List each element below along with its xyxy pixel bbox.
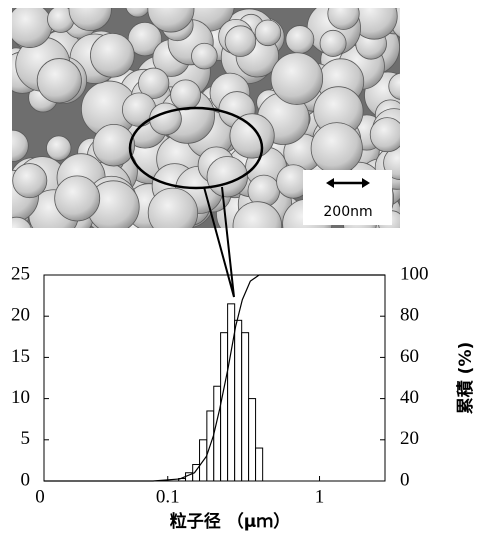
scale-label: 200nm — [323, 204, 372, 220]
y-tick-label: 10 — [11, 387, 30, 408]
particle — [225, 26, 256, 57]
particle — [93, 124, 135, 166]
particle — [370, 118, 404, 152]
particle — [150, 103, 182, 135]
particle — [320, 30, 346, 56]
y2-tick-label: 80 — [400, 305, 419, 326]
particle — [1, 217, 32, 248]
particle — [148, 188, 197, 237]
particle — [328, 0, 359, 29]
particle — [46, 136, 71, 161]
figure: 200nm 粒子径 （μｍ） 累積 (%) 051015202502040608… — [0, 0, 480, 537]
particle — [255, 20, 281, 46]
particle — [311, 123, 362, 174]
y-tick-label: 15 — [11, 346, 30, 367]
particle — [37, 59, 81, 103]
bar — [235, 320, 242, 481]
bar — [242, 333, 249, 481]
y-tick-label: 0 — [21, 469, 31, 490]
y2-tick-label: 0 — [400, 469, 410, 490]
y2-tick-label: 20 — [400, 428, 419, 449]
bar — [214, 386, 221, 481]
x-tick-label: 0.1 — [156, 486, 180, 507]
y2-tick-label: 100 — [400, 263, 429, 284]
particle — [191, 43, 217, 69]
y2-tick-label: 60 — [400, 346, 419, 367]
particle — [230, 114, 274, 158]
particle — [8, 3, 52, 47]
x-axis-label: 粒子径 （μｍ） — [170, 511, 290, 532]
y-tick-label: 5 — [21, 428, 31, 449]
particle — [286, 26, 314, 54]
y2-tick-label: 40 — [400, 387, 419, 408]
particle — [389, 73, 416, 100]
bar — [228, 304, 235, 481]
particle — [0, 130, 28, 161]
particle — [90, 33, 134, 77]
particle — [171, 80, 201, 110]
bar — [256, 448, 263, 481]
y2-axis-label: 累積 (%) — [455, 342, 476, 415]
particle — [233, 202, 282, 251]
page: 200nm 粒子径 （μｍ） 累積 (%) 051015202502040608… — [0, 0, 480, 537]
x-tick-label: 0 — [35, 486, 45, 507]
x-tick-label: 1 — [315, 486, 325, 507]
particle — [55, 176, 100, 221]
bar — [249, 399, 256, 481]
y-tick-label: 20 — [11, 305, 30, 326]
particle — [271, 53, 323, 105]
y-tick-label: 25 — [11, 263, 30, 284]
bar — [221, 333, 228, 481]
particle — [13, 164, 47, 198]
